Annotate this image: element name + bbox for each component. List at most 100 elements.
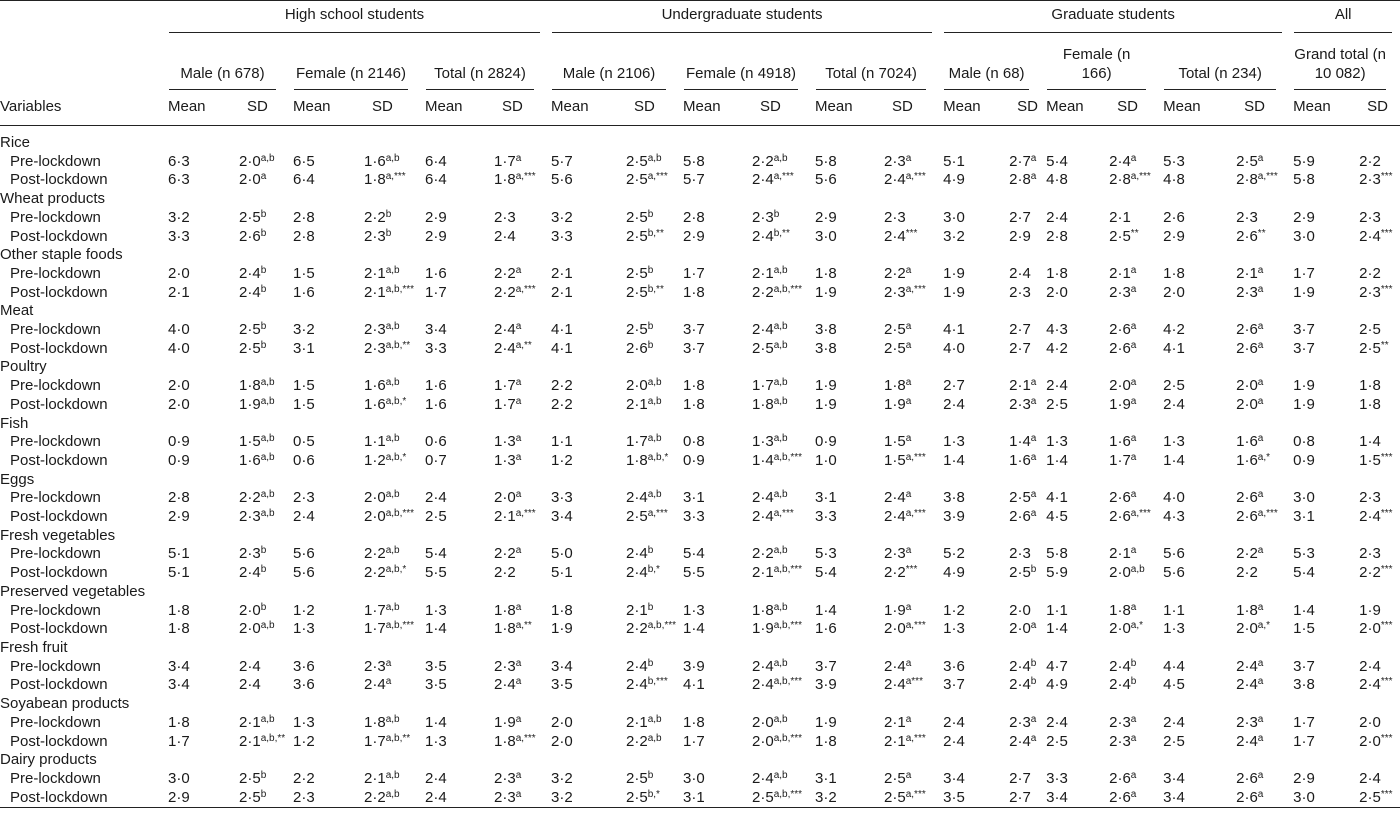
section-name: Poultry — [0, 358, 47, 376]
value-cell: 2·6a — [995, 508, 1043, 527]
value-cell: 1·3 — [1163, 433, 1185, 451]
value: 2·2 — [494, 545, 516, 563]
superscript: *** — [1380, 788, 1393, 800]
value-cell: 2·4 — [1359, 657, 1381, 675]
value: 1·8 — [884, 377, 906, 395]
superscript: a — [905, 433, 912, 445]
value: 2·2 — [364, 564, 386, 582]
value-cell: 1·9 — [815, 713, 837, 731]
value-cell: 1·7 — [1293, 264, 1315, 282]
value-cell: 5·4 — [1293, 564, 1315, 582]
superscript: *** — [905, 564, 918, 576]
superscript: a — [1030, 395, 1037, 407]
value: 2·4 — [752, 769, 774, 787]
superscript: a — [1130, 713, 1137, 725]
data-row: Post-lockdown 2·9 2·3a,b 2·4 2·0a,b,*** 2·5 2·… — [0, 508, 1400, 527]
value-cell: 1·4 — [1046, 451, 1068, 469]
subgroup-label: Male (n 68) — [944, 64, 1030, 90]
superscript: b — [385, 208, 392, 220]
value-cell: 2·8 — [168, 489, 190, 507]
value-cell: 1·6 — [815, 620, 837, 638]
superscript: a — [1257, 283, 1264, 295]
superscript: a — [1030, 451, 1037, 463]
value-cell: 2·4b,*** — [612, 676, 680, 695]
value-cell: 1·8 — [815, 732, 837, 750]
group-label: All — [1294, 2, 1393, 33]
value: 2·3 — [884, 152, 906, 170]
value: 2·0 — [364, 489, 386, 507]
value-cell: 3·0 — [168, 769, 190, 787]
superscript: a — [1130, 395, 1137, 407]
superscript: a,b — [773, 264, 788, 276]
value-cell: 2·2*** — [1345, 564, 1400, 583]
superscript: a,b — [773, 489, 788, 501]
data-row: Post-lockdown 0·9 1·6a,b 0·6 1·2a,b,* 0·7 1·3a… — [0, 452, 1400, 471]
value-cell: 1·8 — [683, 713, 705, 731]
value-cell: 5·6 — [293, 564, 315, 582]
value-cell: 2·1a,b — [738, 265, 812, 284]
value-cell: 1·4 — [425, 713, 447, 731]
subgroup-header: Total (n 2824) — [422, 34, 548, 90]
mean-header: Mean — [1290, 90, 1346, 126]
value-cell: 3·9 — [943, 508, 965, 526]
superscript: a,b,*** — [773, 788, 803, 800]
value-cell: 1·6a,b,* — [350, 396, 422, 415]
value: 2·5 — [1009, 489, 1031, 507]
value-cell: 2·5 — [1163, 377, 1185, 395]
value-cell: 2·2 — [293, 769, 315, 787]
value-cell: 2·4b — [1095, 676, 1160, 695]
value-cell: 2·5a — [870, 340, 940, 359]
subgroup-header: Female (n 2146) — [290, 34, 422, 90]
value: 2·1 — [884, 732, 906, 750]
value-cell: 1·7 — [1293, 732, 1315, 750]
superscript: a,** — [515, 620, 532, 632]
section-row: Other staple foods — [0, 246, 1400, 265]
value: 2·7 — [1009, 152, 1031, 170]
value-cell: 5·4 — [1046, 152, 1068, 170]
data-row: Pre-lockdown 6·3 2·0a,b 6·5 1·6a,b 6·4 1·7a 5·7… — [0, 153, 1400, 172]
value-cell: 2·4*** — [1345, 508, 1400, 527]
value-cell: 1·9 — [1359, 601, 1381, 619]
value-cell: 2·5a,*** — [612, 508, 680, 527]
superscript: a — [1257, 713, 1264, 725]
data-row: Pre-lockdown 5·1 2·3b 5·6 2·2a,b 5·4 2·2a 5·0 2·… — [0, 545, 1400, 564]
sd-header: SD — [995, 90, 1044, 126]
value-cell: 2·4a,b — [738, 321, 812, 340]
value-cell: 2·3*** — [1345, 171, 1400, 190]
value: 2·5 — [626, 152, 648, 170]
value-cell: 2·0 — [551, 713, 573, 731]
value-cell: 5·4 — [683, 545, 705, 563]
value-cell: 1·8a — [1222, 602, 1290, 621]
value-cell: 2·4a — [1222, 658, 1290, 677]
superscript: a — [1257, 732, 1264, 744]
value: 1·6 — [1109, 433, 1131, 451]
value: 2·5 — [239, 769, 261, 787]
value-cell: 1·2 — [551, 451, 573, 469]
value: 2·4 — [626, 489, 648, 507]
value-cell: 2·5a — [870, 770, 940, 789]
value: 2·1 — [626, 601, 648, 619]
value-cell: 3·1 — [683, 788, 705, 806]
value-cell: 1·3 — [1163, 620, 1185, 638]
superscript: a — [1030, 171, 1037, 183]
value-cell: 5·1 — [551, 564, 573, 582]
superscript: a,*** — [905, 508, 926, 520]
value: 2·0 — [1009, 620, 1031, 638]
value-cell: 2·6a — [1095, 489, 1160, 508]
section-row: Fresh vegetables — [0, 527, 1400, 546]
value-cell: 2·4 — [1046, 377, 1068, 395]
superscript: a,b,*** — [773, 620, 803, 632]
value-cell: 3·3 — [168, 227, 190, 245]
superscript: b — [260, 227, 267, 239]
value: 2·0 — [494, 489, 516, 507]
value: 2·1 — [752, 564, 774, 582]
data-row: Post-lockdown 2·1 2·4b 1·6 2·1a,b,*** 1·7 2·2a… — [0, 284, 1400, 303]
value-cell: 2·4a,b,*** — [738, 676, 812, 695]
value-cell: 1·5a — [870, 433, 940, 452]
value: 2·2 — [1236, 545, 1258, 563]
value-cell: 2·3*** — [1345, 284, 1400, 303]
data-row: Pre-lockdown 2·8 2·2a,b 2·3 2·0a,b 2·4 2·0a 3·3… — [0, 489, 1400, 508]
value: 1·3 — [494, 451, 516, 469]
superscript: a,b,*** — [385, 508, 415, 520]
value-cell: 2·7 — [1009, 321, 1031, 339]
